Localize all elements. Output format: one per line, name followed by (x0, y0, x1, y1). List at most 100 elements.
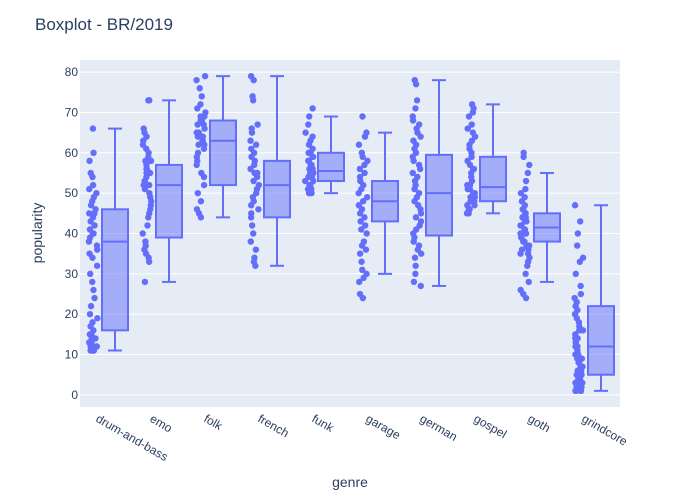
data-point (247, 214, 255, 221)
data-point (469, 109, 477, 116)
data-point (200, 173, 208, 181)
box-trace-grindcore (571, 202, 615, 395)
data-point (250, 177, 257, 185)
data-point (87, 270, 94, 278)
data-point (361, 169, 368, 177)
data-point (412, 270, 419, 278)
data-point (86, 310, 94, 318)
data-point (363, 230, 370, 237)
data-point (526, 161, 533, 169)
data-point (250, 230, 257, 237)
data-point (574, 230, 582, 237)
data-point (201, 125, 208, 132)
data-point (91, 294, 98, 302)
data-point (200, 181, 208, 189)
data-point (252, 262, 259, 269)
data-point (89, 181, 97, 189)
data-point (356, 278, 363, 286)
data-point (577, 387, 585, 395)
data-point (93, 262, 101, 269)
y-tick-label: 80 (65, 65, 79, 79)
box-trace-gospel (463, 101, 507, 217)
data-point (201, 72, 209, 80)
box-trace-french (247, 72, 291, 269)
data-point (141, 278, 149, 286)
data-point (357, 218, 364, 225)
data-point (517, 189, 525, 197)
data-point (247, 165, 254, 173)
data-point (86, 185, 93, 193)
data-point (463, 210, 471, 217)
data-point (413, 97, 421, 104)
data-point (412, 262, 419, 269)
data-point (359, 153, 366, 161)
data-point (520, 153, 527, 161)
data-point (139, 230, 146, 237)
data-point (249, 97, 257, 104)
x-tick-label: garage (364, 411, 404, 442)
data-point (198, 93, 205, 100)
data-point (522, 270, 529, 278)
data-point (145, 97, 152, 104)
data-point (411, 185, 418, 193)
data-point (417, 210, 425, 217)
y-tick-labels: 0 10 20 30 40 50 60 70 80 (65, 65, 79, 402)
data-point (194, 189, 202, 197)
data-point (197, 198, 205, 205)
y-tick-label: 60 (65, 146, 79, 160)
data-point (145, 181, 153, 189)
data-point (471, 202, 478, 209)
data-point (200, 145, 208, 152)
data-point (197, 214, 205, 221)
data-point (309, 105, 316, 112)
data-point (576, 258, 584, 265)
data-point (250, 76, 257, 84)
box-trace-garage (355, 113, 399, 302)
data-point (572, 387, 579, 395)
data-point (517, 222, 524, 229)
data-point (305, 149, 312, 157)
x-tick-label: german (418, 411, 460, 443)
data-point (302, 129, 309, 136)
y-tick-label: 20 (65, 307, 79, 321)
data-point (85, 238, 93, 245)
data-point (94, 315, 101, 322)
data-point (194, 105, 201, 112)
data-point (417, 133, 424, 140)
data-point (576, 218, 584, 225)
data-point (90, 149, 97, 157)
data-point (571, 202, 579, 209)
data-point (306, 113, 313, 120)
y-tick-label: 40 (65, 227, 79, 241)
x-axis-title: genre (332, 474, 368, 490)
data-point (577, 282, 584, 290)
data-point (358, 226, 365, 233)
data-point (572, 270, 579, 278)
data-point (305, 121, 312, 128)
iqr-box (101, 208, 129, 332)
data-point (196, 85, 203, 92)
data-point (355, 141, 363, 148)
iqr-box (155, 163, 183, 239)
y-tick-label: 10 (65, 348, 79, 362)
iqr-box (479, 155, 507, 203)
data-point (522, 185, 529, 193)
data-point (412, 81, 420, 88)
x-tick-label: gospel (472, 411, 510, 441)
data-point (252, 246, 260, 253)
data-point (90, 286, 97, 294)
iqr-box (425, 153, 453, 237)
data-point (465, 113, 473, 120)
x-tick-label: folk (202, 411, 226, 433)
data-point (410, 157, 417, 165)
x-tick-label: goth (526, 411, 553, 435)
data-point (410, 238, 417, 245)
x-tick-label: funk (310, 411, 338, 435)
data-point (254, 121, 261, 128)
data-point (248, 129, 256, 136)
data-point (301, 177, 309, 185)
data-point (356, 250, 364, 257)
data-point (89, 278, 96, 286)
data-point (356, 210, 364, 217)
